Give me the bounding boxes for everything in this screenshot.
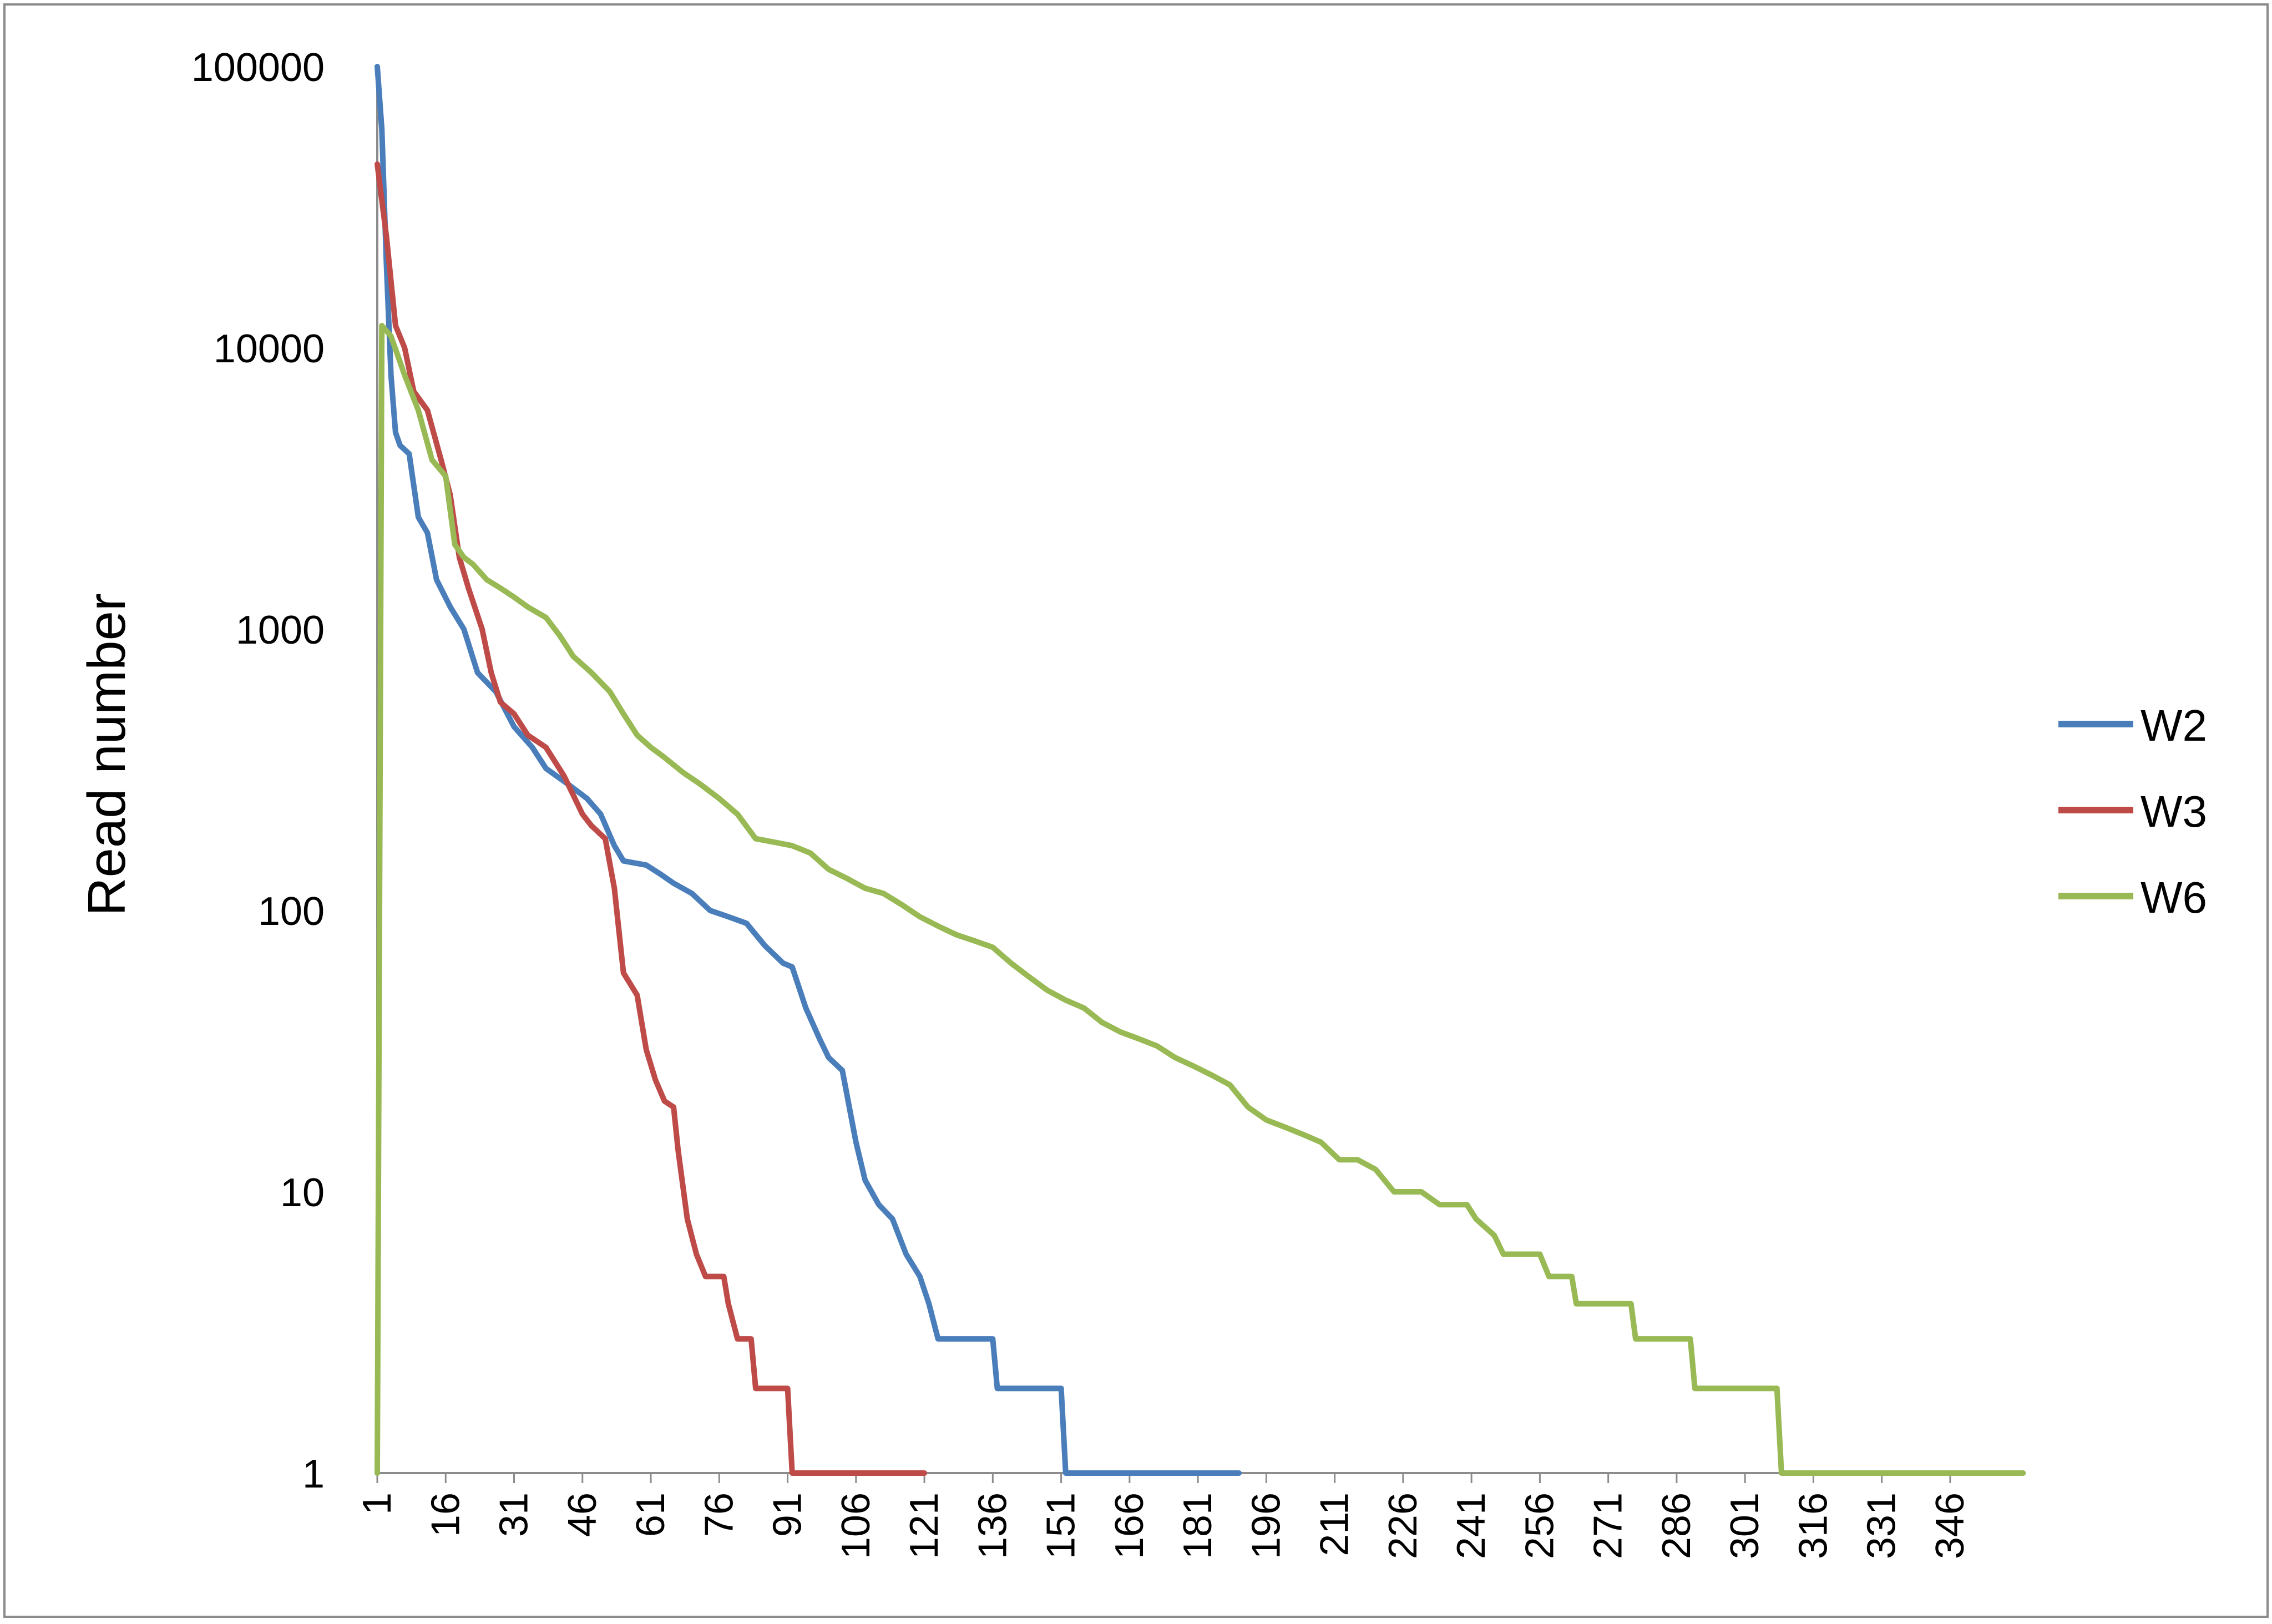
legend-label-w2: W2 [2141,701,2207,750]
x-tick-label: 151 [1039,1493,1084,1559]
x-tick-label: 136 [970,1493,1015,1559]
x-tick-label: 121 [902,1493,947,1559]
y-axis-ticks: 1 10 100 1000 10000 100000 [191,45,325,1496]
x-tick-label: 346 [1928,1493,1972,1559]
x-tick-label: 16 [423,1493,468,1537]
y-tick-label: 100 [258,889,325,934]
x-tick-label: 211 [1313,1493,1357,1556]
x-tick-label: 181 [1176,1493,1220,1559]
x-tick-label: 46 [560,1493,605,1537]
legend: W2 W3 W6 [2058,701,2207,922]
x-tick-label: 76 [697,1493,741,1537]
x-tick-label: 226 [1381,1493,1425,1559]
series-line-w2 [375,64,1242,1476]
x-tick-label: 1 [355,1493,399,1515]
x-tick-label: 316 [1791,1493,1835,1559]
y-tick-label: 1 [302,1452,325,1496]
series-line-w6 [375,322,2026,1476]
y-tick-label: 1000 [236,608,325,652]
x-axis-ticks: 1 16 31 46 61 76 91 106 121 136 151 166 181 196 211 226… [355,1473,1972,1559]
legend-label-w3: W3 [2141,787,2207,836]
x-tick-label: 31 [492,1493,537,1537]
x-tick-label: 271 [1586,1493,1631,1559]
y-tick-label: 10 [280,1171,325,1215]
y-tick-label: 10000 [214,327,325,371]
x-tick-label: 241 [1449,1493,1494,1559]
x-tick-label: 61 [629,1493,673,1537]
x-tick-label: 301 [1723,1493,1767,1559]
x-tick-label: 331 [1860,1493,1904,1559]
x-tick-label: 166 [1107,1493,1152,1559]
series-lines [375,64,2026,1476]
x-tick-label: 256 [1517,1493,1562,1559]
x-tick-label: 286 [1654,1493,1699,1559]
y-axis-label: Read number [77,593,136,916]
chart-border [3,3,2269,1618]
x-tick-label: 196 [1244,1493,1288,1559]
x-tick-label: 91 [766,1493,810,1537]
legend-label-w6: W6 [2141,873,2207,922]
y-tick-label: 100000 [191,45,325,90]
x-tick-label: 106 [834,1493,878,1559]
